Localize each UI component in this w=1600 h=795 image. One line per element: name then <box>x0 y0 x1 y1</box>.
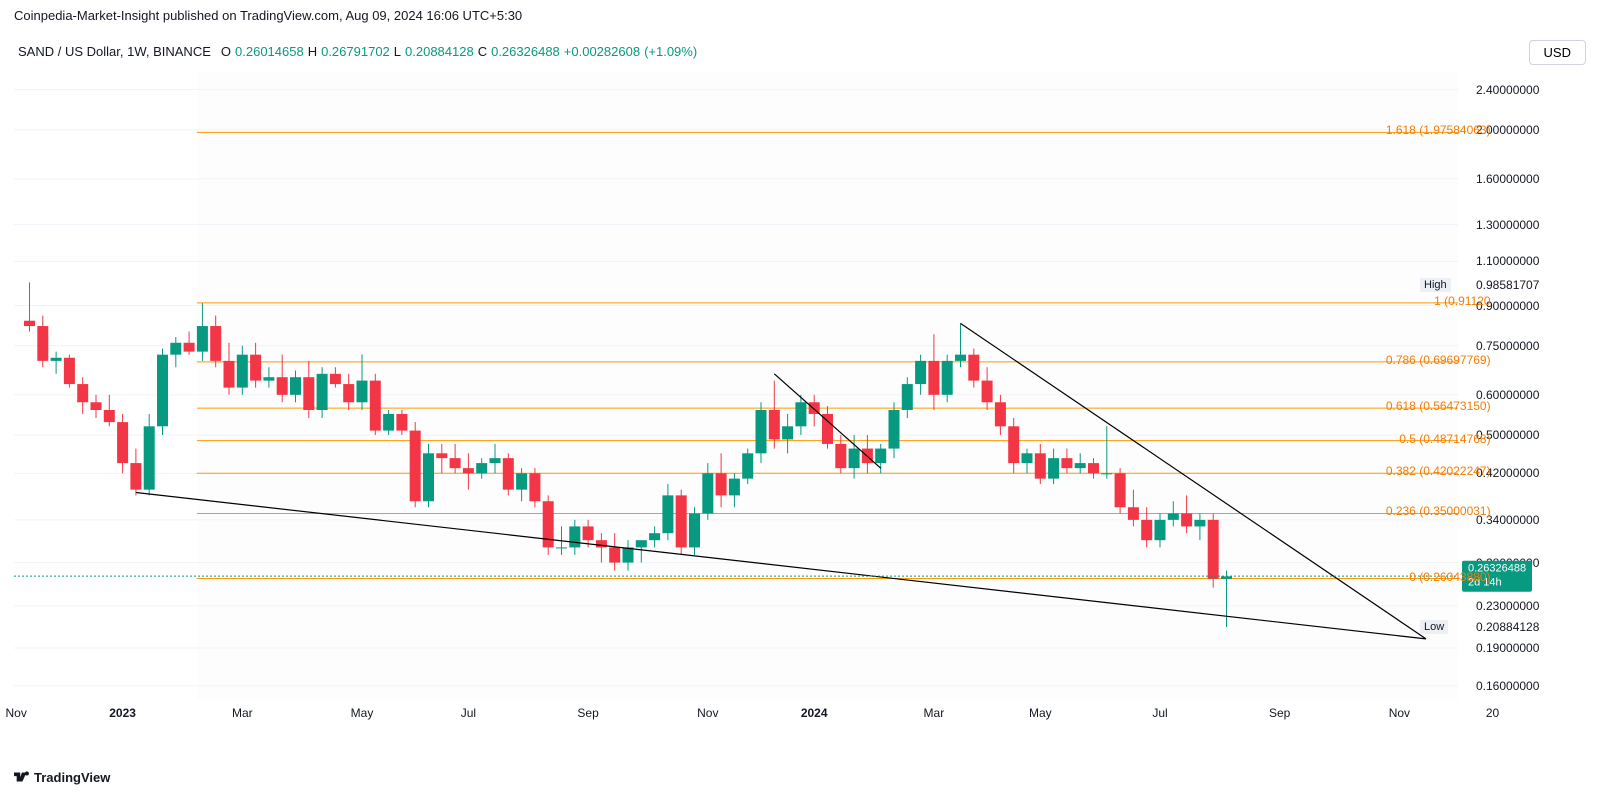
x-tick: 20 <box>1486 706 1499 720</box>
y-tick: 2.40000000 <box>1476 83 1539 97</box>
ohlc-low: 0.20884128 <box>405 44 474 59</box>
y-tick: 1.60000000 <box>1476 172 1539 186</box>
ohlc-high: 0.26791702 <box>321 44 390 59</box>
symbol-name[interactable]: SAND / US Dollar, 1W, BINANCE <box>18 44 211 59</box>
x-tick: Mar <box>924 706 945 720</box>
tv-icon <box>14 769 30 785</box>
time-axis[interactable]: Nov2023MarMayJulSepNov2024MarMayJulSepNo… <box>14 700 1458 724</box>
ohlc-bar: SAND / US Dollar, 1W, BINANCE O0.2601465… <box>18 44 697 59</box>
high_marker-value: 0.98581707 <box>1476 278 1539 292</box>
fib-label: 0.5 (0.48714768) <box>1381 432 1491 446</box>
currency-button[interactable]: USD <box>1529 40 1586 65</box>
low_marker-value: 0.20884128 <box>1476 620 1539 634</box>
x-tick: Nov <box>6 706 27 720</box>
price-axis[interactable]: 2.400000002.000000001.600000001.30000000… <box>1458 72 1586 700</box>
y-tick: 0.23000000 <box>1476 599 1539 613</box>
x-tick: May <box>1029 706 1052 720</box>
fib-label: 0.236 (0.35000031) <box>1381 504 1491 518</box>
x-tick: May <box>351 706 374 720</box>
ohlc-close: 0.26326488 <box>491 44 560 59</box>
y-tick: 0.16000000 <box>1476 679 1539 693</box>
ohlc-open: 0.26014658 <box>235 44 304 59</box>
low_marker-label: Low <box>1420 620 1448 634</box>
x-tick: Sep <box>577 706 598 720</box>
ohlc-pct: (+1.09%) <box>644 44 697 59</box>
high_marker-label: High <box>1420 278 1451 292</box>
x-tick: 2023 <box>109 706 136 720</box>
y-tick: 1.30000000 <box>1476 218 1539 232</box>
fib-label: 1.618 (1.97584063) <box>1381 123 1491 137</box>
chart-pane[interactable] <box>14 72 1458 700</box>
x-tick: Nov <box>1389 706 1410 720</box>
fib-label: 1 (0.91120 <box>1381 294 1491 308</box>
y-tick: 1.10000000 <box>1476 254 1539 268</box>
fib-label: 0.618 (0.56473150) <box>1381 399 1491 413</box>
x-tick: Jul <box>461 706 476 720</box>
fib-label: 0.786 (0.69697769) <box>1381 353 1491 367</box>
y-tick: 0.19000000 <box>1476 641 1539 655</box>
x-tick: Mar <box>232 706 253 720</box>
publish-info: Coinpedia-Market-Insight published on Tr… <box>14 8 522 23</box>
x-tick: Sep <box>1269 706 1290 720</box>
fib-label: 0.382 (0.42022247) <box>1381 464 1491 478</box>
tradingview-logo[interactable]: TradingView <box>14 769 110 785</box>
fib-label: 0 (0.26043880) <box>1381 570 1491 584</box>
x-tick: Nov <box>697 706 718 720</box>
x-tick: Jul <box>1152 706 1167 720</box>
ohlc-change: +0.00282608 <box>564 44 640 59</box>
y-tick: 0.75000000 <box>1476 339 1539 353</box>
x-tick: 2024 <box>801 706 828 720</box>
